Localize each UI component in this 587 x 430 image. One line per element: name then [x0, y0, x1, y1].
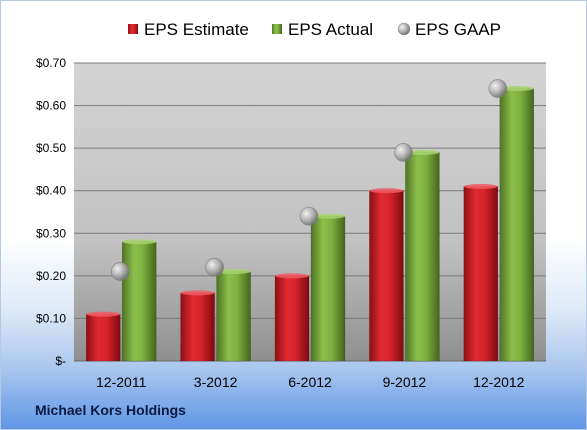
bar-eps-estimate	[463, 186, 499, 362]
x-tick-label: 12-2011	[96, 374, 147, 390]
bar-eps-estimate	[274, 275, 310, 362]
bar-top-cap	[463, 183, 498, 189]
bar-eps-actual	[310, 216, 346, 362]
marker-eps-gaap	[299, 206, 319, 226]
legend-swatch-eps-estimate	[128, 24, 138, 34]
y-tick-label: $0.60	[36, 99, 66, 113]
bar-eps-actual	[499, 88, 535, 362]
bar-top-cap	[86, 311, 121, 317]
bar-eps-actual	[405, 152, 440, 362]
legend-label: EPS Actual	[288, 20, 373, 39]
bar-top-cap	[311, 213, 345, 219]
bar-top-cap	[122, 239, 157, 245]
y-tick-label: $0.20	[36, 269, 66, 283]
bar-eps-estimate	[85, 313, 121, 362]
legend-label: EPS GAAP	[415, 20, 501, 39]
bar-eps-actual	[121, 241, 157, 362]
y-tick-label: $0.40	[36, 184, 66, 198]
marker-eps-gaap	[205, 258, 224, 277]
y-tick-label: $0.30	[36, 226, 66, 240]
legend-label: EPS Estimate	[144, 20, 249, 39]
x-tick-label: 3-2012	[194, 374, 238, 390]
marker-eps-gaap	[488, 79, 508, 98]
bar-top-cap	[216, 269, 251, 275]
y-tick-label: $0.10	[36, 311, 66, 325]
y-tick-label: $0.50	[36, 141, 66, 155]
legend-swatch-eps-actual	[272, 24, 282, 34]
x-tick-label: 6-2012	[288, 374, 332, 390]
y-tick-label: $-	[55, 354, 66, 368]
bar-eps-estimate	[180, 292, 215, 362]
y-tick-label: $0.70	[36, 56, 66, 70]
legend-swatch-eps-gaap	[397, 22, 411, 36]
x-tick-label: 9-2012	[383, 374, 427, 390]
bar-eps-actual	[216, 271, 251, 362]
bar-top-cap	[369, 188, 404, 194]
bar-top-cap	[275, 273, 309, 279]
chart-footer-title: Michael Kors Holdings	[35, 402, 186, 418]
marker-eps-gaap	[394, 143, 413, 162]
marker-eps-gaap	[110, 262, 130, 281]
bar-top-cap	[180, 290, 215, 296]
bar-top-cap	[405, 149, 440, 155]
bar-top-cap	[499, 86, 534, 92]
x-tick-label: 12-2012	[473, 374, 525, 390]
bar-eps-estimate	[369, 190, 404, 362]
